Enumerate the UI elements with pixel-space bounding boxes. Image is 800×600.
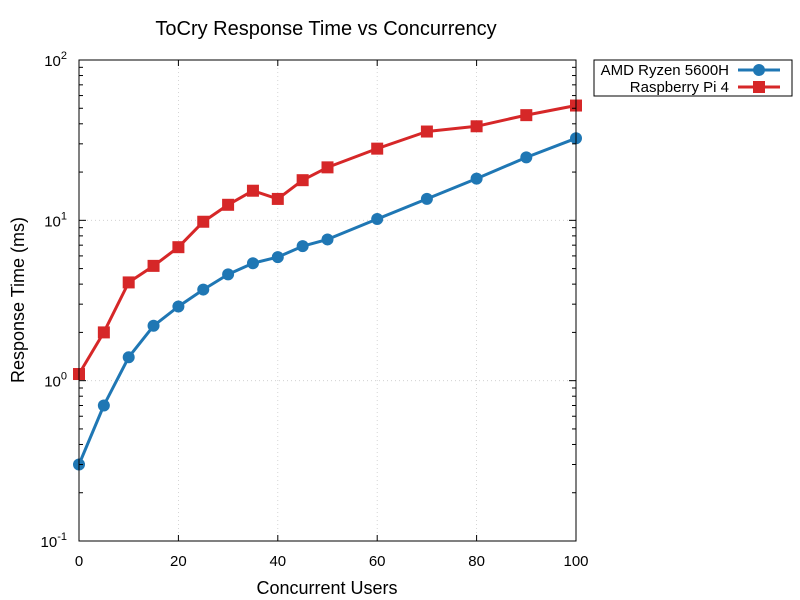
legend-marker (753, 64, 765, 76)
series-1 (73, 132, 582, 471)
y-tick-exponent: 1 (61, 210, 67, 222)
series-2 (73, 99, 582, 381)
data-point (271, 192, 284, 205)
data-point (172, 241, 185, 254)
data-point (97, 326, 110, 339)
x-tick-label: 80 (468, 553, 485, 570)
data-point (520, 151, 533, 164)
data-point (122, 351, 135, 364)
x-tick-label: 100 (563, 553, 588, 570)
legend-label: Raspberry Pi 4 (630, 79, 729, 96)
x-tick-label: 40 (269, 553, 286, 570)
data-point (371, 142, 384, 155)
x-tick-label: 60 (369, 553, 386, 570)
data-point (197, 215, 210, 228)
chart-title: ToCry Response Time vs Concurrency (155, 18, 496, 40)
plot-frame (78, 59, 577, 542)
grid (79, 60, 576, 541)
series-layer (73, 99, 582, 471)
data-point (122, 276, 135, 289)
y-tick-exponent: 2 (61, 50, 67, 62)
data-point (520, 109, 533, 122)
series-line (77, 104, 577, 375)
series-line (77, 136, 577, 466)
data-point (470, 172, 483, 185)
data-point (172, 300, 185, 313)
data-point (420, 192, 433, 205)
data-point (147, 259, 160, 272)
y-axis-label: Response Time (ms) (8, 217, 28, 383)
legend-label: AMD Ryzen 5600H (601, 62, 729, 79)
x-tick-label: 0 (75, 553, 83, 570)
data-point (271, 251, 284, 264)
x-tick-label: 20 (170, 553, 187, 570)
data-point (321, 233, 334, 246)
data-point (197, 283, 210, 296)
y-tick-exponent: 0 (61, 371, 67, 383)
data-point (420, 125, 433, 138)
data-point (222, 198, 235, 211)
data-point (296, 240, 309, 253)
data-point (371, 212, 384, 225)
legend-marker (753, 81, 765, 93)
data-point (147, 319, 160, 332)
data-point (246, 184, 259, 197)
data-point (222, 268, 235, 281)
y-tick-exponent: -1 (57, 531, 67, 543)
x-axis-label: Concurrent Users (256, 578, 397, 598)
data-point (246, 257, 259, 270)
data-point (470, 120, 483, 133)
data-point (321, 161, 334, 174)
data-point (97, 399, 110, 412)
data-point (296, 174, 309, 187)
